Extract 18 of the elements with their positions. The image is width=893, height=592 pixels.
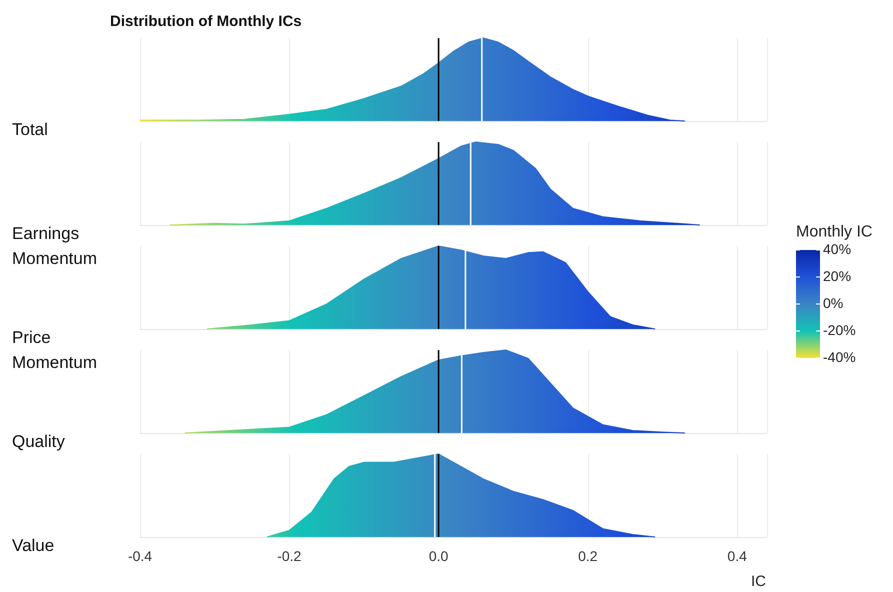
x-axis-title: IC xyxy=(751,573,766,590)
y-axis-title: Earnings Momentum xyxy=(12,224,98,268)
color-bar-label: 0% xyxy=(823,295,844,311)
color-bar-label: 20% xyxy=(823,268,852,284)
x-tick-label: 0.0 xyxy=(428,548,449,564)
color-bar-label: 40% xyxy=(823,241,852,257)
color-bar-label: -20% xyxy=(823,322,856,338)
y-axis-title: Price Momentum xyxy=(12,328,98,372)
chart-title: Distribution of Monthly ICs xyxy=(110,13,302,30)
color-bar-title: Monthly IC xyxy=(796,224,872,240)
y-axis-title: Value xyxy=(12,536,54,555)
x-tick-label: -0.4 xyxy=(128,548,152,564)
x-tick-label: 0.4 xyxy=(727,548,748,564)
y-axis-title: Total xyxy=(12,120,48,139)
y-axis-title: Quality xyxy=(12,432,66,451)
x-tick-label: -0.2 xyxy=(277,548,302,564)
color-bar-label: -40% xyxy=(823,349,856,365)
x-tick-label: 0.2 xyxy=(578,548,598,564)
